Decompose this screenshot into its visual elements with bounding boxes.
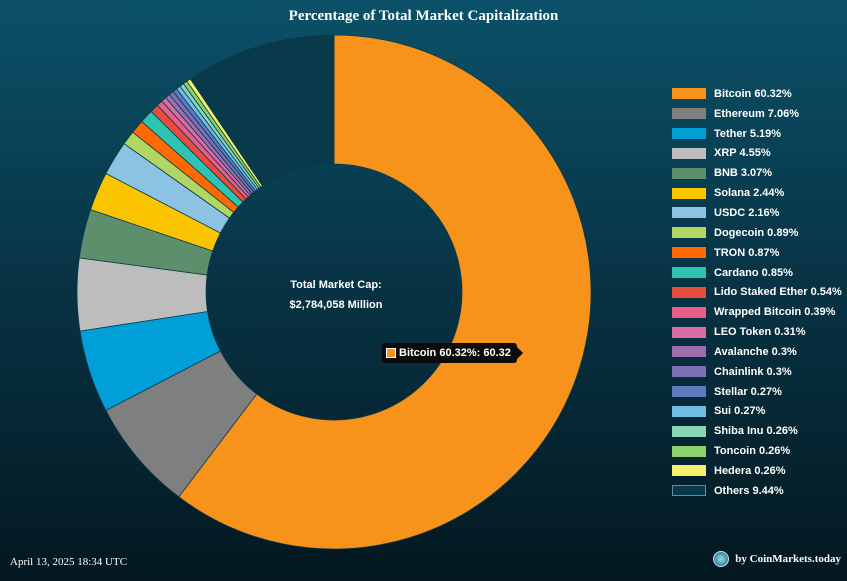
legend-label: TRON 0.87% bbox=[714, 246, 780, 259]
center-label: Total Market Cap: $2,784,058 Million bbox=[246, 275, 426, 315]
legend-label: Others 9.44% bbox=[714, 484, 784, 497]
legend-item-7[interactable]: Dogecoin 0.89% bbox=[672, 223, 842, 243]
legend: Bitcoin 60.32% Ethereum 7.06% Tether 5.19%… bbox=[672, 84, 842, 501]
legend-item-9[interactable]: Cardano 0.85% bbox=[672, 263, 842, 283]
tooltip-swatch bbox=[386, 348, 396, 358]
legend-label: BNB 3.07% bbox=[714, 167, 773, 180]
legend-label: Lido Staked Ether 0.54% bbox=[714, 286, 842, 299]
legend-item-5[interactable]: Solana 2.44% bbox=[672, 183, 842, 203]
legend-swatch bbox=[672, 128, 706, 140]
legend-label: Wrapped Bitcoin 0.39% bbox=[714, 306, 836, 319]
legend-swatch bbox=[672, 247, 706, 259]
legend-swatch bbox=[672, 88, 706, 100]
legend-item-20[interactable]: Others 9.44% bbox=[672, 481, 842, 501]
legend-swatch bbox=[672, 346, 706, 358]
legend-swatch bbox=[672, 425, 706, 437]
legend-swatch bbox=[672, 366, 706, 378]
legend-item-10[interactable]: Lido Staked Ether 0.54% bbox=[672, 282, 842, 302]
legend-label: Bitcoin 60.32% bbox=[714, 87, 792, 100]
globe-icon bbox=[713, 551, 730, 567]
legend-item-3[interactable]: XRP 4.55% bbox=[672, 144, 842, 164]
legend-item-15[interactable]: Stellar 0.27% bbox=[672, 382, 842, 402]
legend-item-13[interactable]: Avalanche 0.3% bbox=[672, 342, 842, 362]
legend-swatch bbox=[672, 227, 706, 239]
legend-item-6[interactable]: USDC 2.16% bbox=[672, 203, 842, 223]
legend-label: Ethereum 7.06% bbox=[714, 107, 799, 120]
legend-label: Cardano 0.85% bbox=[714, 266, 793, 279]
total-market-cap-value: $2,784,058 Million bbox=[289, 299, 383, 311]
legend-swatch bbox=[672, 167, 706, 179]
legend-swatch bbox=[672, 286, 706, 298]
legend-swatch bbox=[672, 386, 706, 398]
legend-item-12[interactable]: LEO Token 0.31% bbox=[672, 322, 842, 342]
legend-item-1[interactable]: Ethereum 7.06% bbox=[672, 104, 842, 124]
chart-tooltip: Bitcoin 60.32%: 60.32 bbox=[382, 343, 523, 363]
legend-swatch bbox=[672, 207, 706, 219]
slice-20[interactable] bbox=[189, 34, 335, 187]
slice-0[interactable] bbox=[178, 34, 592, 550]
legend-label: USDC 2.16% bbox=[714, 206, 780, 219]
legend-swatch bbox=[672, 108, 706, 120]
legend-item-18[interactable]: Toncoin 0.26% bbox=[672, 441, 842, 461]
legend-item-8[interactable]: TRON 0.87% bbox=[672, 243, 842, 263]
tooltip-text: Bitcoin 60.32%: 60.32 bbox=[399, 347, 511, 359]
legend-item-2[interactable]: Tether 5.19% bbox=[672, 124, 842, 144]
chart-title: Percentage of Total Market Capitalizatio… bbox=[288, 8, 559, 24]
credit-text: by CoinMarkets.today bbox=[735, 553, 841, 565]
legend-item-16[interactable]: Sui 0.27% bbox=[672, 402, 842, 422]
legend-label: Toncoin 0.26% bbox=[714, 445, 791, 458]
timestamp: April 13, 2025 18:34 UTC bbox=[10, 556, 128, 568]
legend-item-19[interactable]: Hedera 0.26% bbox=[672, 461, 842, 481]
legend-label: Shiba Inu 0.26% bbox=[714, 425, 798, 438]
legend-swatch bbox=[672, 445, 706, 457]
legend-label: XRP 4.55% bbox=[714, 147, 771, 160]
legend-label: Chainlink 0.3% bbox=[714, 365, 792, 378]
legend-item-0[interactable]: Bitcoin 60.32% bbox=[672, 84, 842, 104]
credit-link[interactable]: by CoinMarkets.today bbox=[713, 551, 841, 567]
legend-item-11[interactable]: Wrapped Bitcoin 0.39% bbox=[672, 302, 842, 322]
legend-item-14[interactable]: Chainlink 0.3% bbox=[672, 362, 842, 382]
legend-swatch bbox=[672, 147, 706, 159]
legend-swatch bbox=[672, 306, 706, 318]
legend-swatch bbox=[672, 187, 706, 199]
legend-swatch bbox=[672, 326, 706, 338]
legend-swatch bbox=[672, 485, 706, 497]
legend-label: LEO Token 0.31% bbox=[714, 326, 806, 339]
legend-label: Sui 0.27% bbox=[714, 405, 766, 418]
legend-label: Avalanche 0.3% bbox=[714, 345, 797, 358]
legend-label: Hedera 0.26% bbox=[714, 464, 786, 477]
legend-swatch bbox=[672, 267, 706, 279]
legend-item-17[interactable]: Shiba Inu 0.26% bbox=[672, 421, 842, 441]
legend-label: Dogecoin 0.89% bbox=[714, 226, 799, 239]
legend-label: Tether 5.19% bbox=[714, 127, 782, 140]
legend-label: Solana 2.44% bbox=[714, 187, 785, 200]
legend-label: Stellar 0.27% bbox=[714, 385, 782, 398]
total-market-cap-title: Total Market Cap: bbox=[290, 279, 382, 291]
legend-swatch bbox=[672, 465, 706, 477]
legend-item-4[interactable]: BNB 3.07% bbox=[672, 163, 842, 183]
legend-swatch bbox=[672, 405, 706, 417]
